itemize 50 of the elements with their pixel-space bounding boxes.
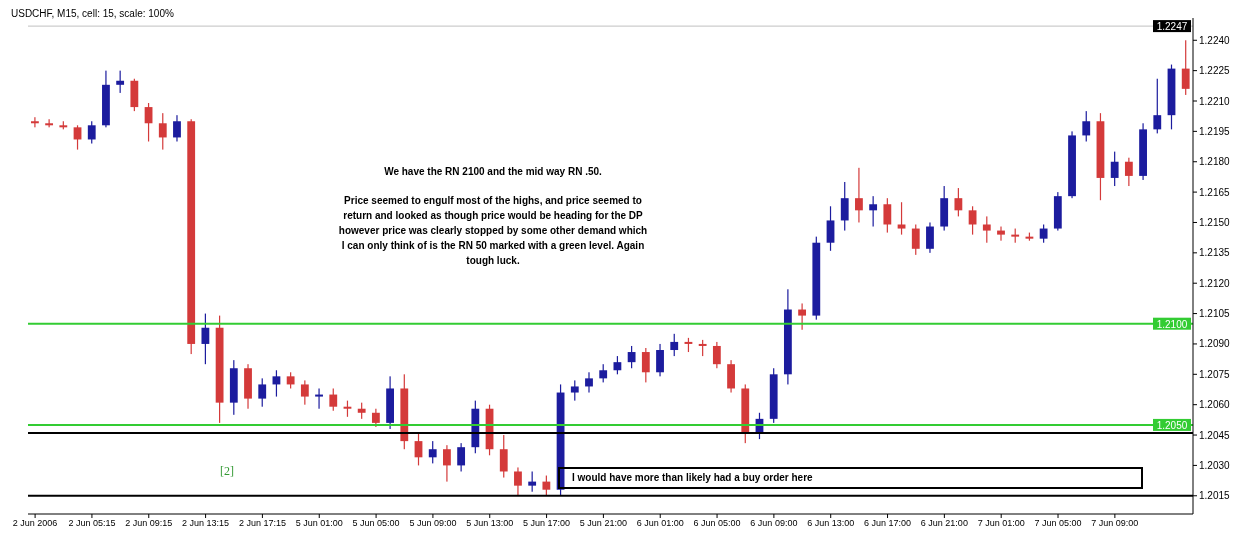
y-tick-label: 1.2105 [1199, 308, 1231, 320]
y-tick-label: 1.2135 [1199, 247, 1231, 259]
candlestick [997, 226, 1005, 241]
x-tick-label: 5 Jun 21:00 [579, 518, 627, 529]
candlestick [585, 372, 593, 393]
x-tick-label: 6 Jun 05:00 [693, 518, 741, 529]
x-tick-label: 2 Jun 13:15 [182, 518, 230, 529]
x-tick-label: 7 Jun 09:00 [1091, 518, 1139, 529]
y-tick-label: 1.2045 [1199, 429, 1231, 441]
x-tick-label: 5 Jun 09:00 [409, 518, 457, 529]
x-tick-label: 7 Jun 05:00 [1034, 518, 1082, 529]
x-tick-label: 5 Jun 05:00 [352, 518, 400, 529]
y-tick-label: 1.2060 [1199, 399, 1231, 411]
annotation: We have the RN 2100 and the mid way RN .50. [383, 166, 603, 177]
y-tick-label: 1.2015 [1199, 490, 1231, 502]
ref-line-label: 1.2050 [1156, 419, 1188, 431]
annotation: [2] [220, 464, 234, 479]
y-tick-label: 1.2150 [1199, 217, 1231, 229]
x-tick-label: 6 Jun 17:00 [864, 518, 912, 529]
x-tick-label: 7 Jun 01:00 [977, 518, 1025, 529]
candlestick [31, 117, 39, 128]
y-tick-label: 1.2195 [1199, 125, 1231, 137]
x-tick-label: 6 Jun 21:00 [920, 518, 968, 529]
y-tick-label: 1.2090 [1199, 338, 1231, 350]
y-tick-label: 1.2030 [1199, 459, 1231, 471]
ref-line-label: 1.2247 [1156, 21, 1188, 33]
x-tick-label: 6 Jun 13:00 [807, 518, 855, 529]
y-tick-label: 1.2180 [1199, 156, 1231, 168]
y-tick-label: 1.2225 [1199, 65, 1231, 77]
y-tick-label: 1.2165 [1199, 186, 1231, 198]
x-tick-label: 2 Jun 2006 [12, 518, 58, 529]
x-tick-label: 2 Jun 05:15 [68, 518, 116, 529]
candlestick [443, 445, 451, 482]
chart-title: USDCHF, M15, cell: 15, scale: 100% [11, 8, 174, 19]
ref-line-label: 1.2100 [1156, 318, 1188, 330]
x-tick-label: 5 Jun 13:00 [466, 518, 514, 529]
y-tick-label: 1.2210 [1199, 95, 1231, 107]
candlestick [315, 388, 323, 409]
y-tick-label: 1.2240 [1199, 34, 1231, 46]
candlestick [855, 167, 863, 223]
y-tick-label: 1.2075 [1199, 368, 1231, 380]
x-tick-label: 2 Jun 09:15 [125, 518, 173, 529]
y-tick-label: 1.2120 [1199, 277, 1231, 289]
x-tick-label: 2 Jun 17:15 [238, 518, 286, 529]
note-box: I would have more than likely had a buy order here [558, 467, 1143, 489]
x-tick-label: 6 Jun 09:00 [750, 518, 798, 529]
x-tick-label: 6 Jun 01:00 [636, 518, 684, 529]
annotation: Price seemed to engulf most of the highs, and price seemed to return and looked as though price would be heading for the DP however price was clearly stopped by some other demand which I can only think of is the RN 50 marked with a green level. Again tough luck. [338, 194, 648, 268]
x-tick-label: 5 Jun 01:00 [295, 518, 343, 529]
x-tick-label: 5 Jun 17:00 [523, 518, 571, 529]
